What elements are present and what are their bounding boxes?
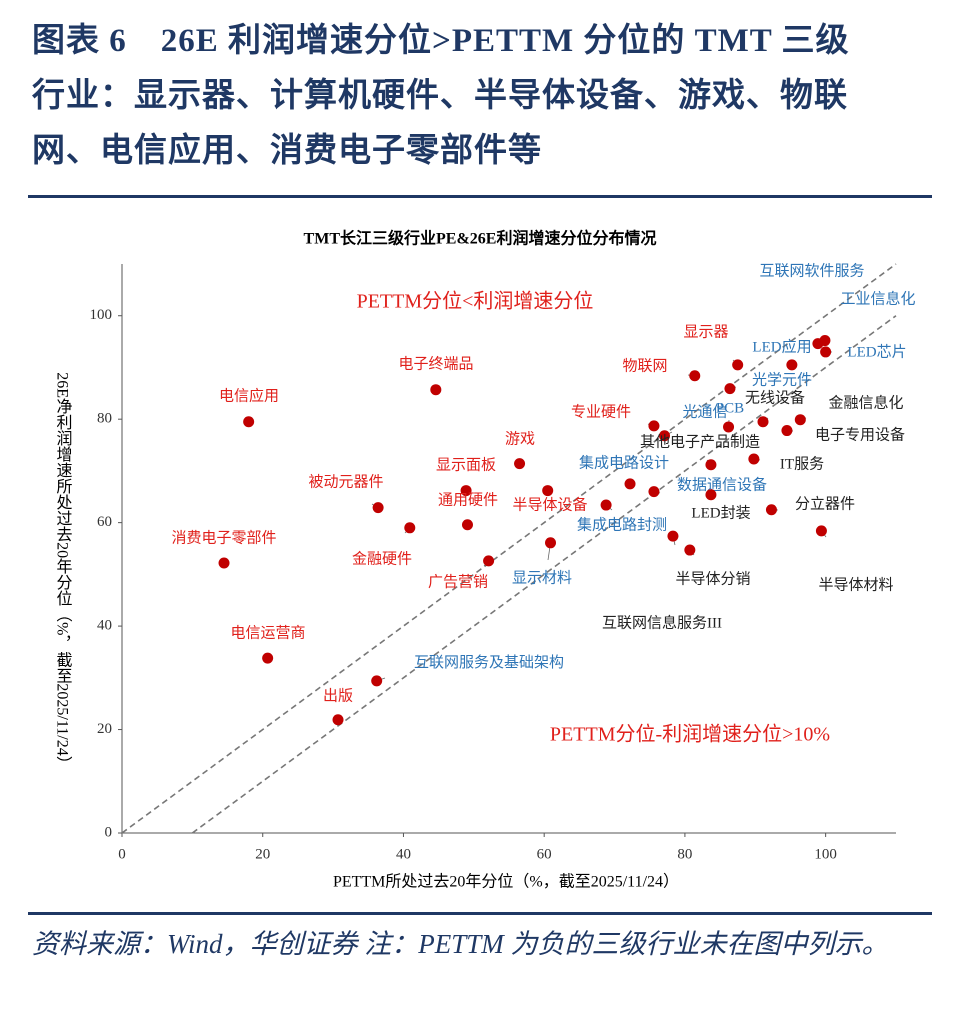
point-label: LED应用 [752,337,811,355]
point-label: 金融信息化 [828,394,903,411]
point-label: IT服务 [780,455,824,472]
point-label: 金融硬件 [352,550,412,567]
point [765,504,777,516]
point [820,346,832,358]
y-tick-label: 20 [97,721,112,737]
x-tick-label: 60 [537,846,552,862]
annotation: PETTM分位-利润增速分位>10% [550,723,830,746]
y-tick-label: 100 [90,307,113,323]
point [786,359,798,371]
point [600,499,612,511]
point-label: 专业硬件 [571,403,631,420]
point-label: 被动元器件 [308,473,383,490]
point-label: 集成电路设计 [579,454,669,471]
point-label: 出版 [323,687,353,704]
point [819,335,831,347]
point [460,485,472,497]
point-label: 物联网 [622,357,667,374]
reference-line [191,315,897,834]
point-label: 广告营销 [428,573,488,590]
y-tick-label: 80 [97,411,112,427]
point [732,359,744,371]
point [689,370,701,382]
point [545,537,557,549]
point-label: 工业信息化 [840,290,915,307]
point-label: 消费电子零部件 [171,529,276,546]
point-label: 光通信 [682,403,727,420]
point [659,430,671,442]
point [262,652,274,664]
point-label: 电子专用设备 [815,426,905,443]
point [372,502,384,514]
point-label: 其他电子产品制造 [640,433,760,450]
point-label-box: 互联网服务及基础架构 [413,655,564,671]
point [748,453,760,465]
x-tick-label: 20 [255,846,270,862]
point-label: LED封装 [691,504,750,521]
point [724,383,736,395]
y-axis-title: 26E净利润增速所处过去20年分位（%，截至2025/11/24） [54,372,73,771]
point [332,714,344,726]
point-label: 互联网信息服务III [602,614,722,631]
point-label: 显示器 [683,324,728,340]
point [542,485,554,497]
point-label: 数据通信设备 [677,476,767,493]
chart-title: TMT长江三级行业PE&26E利润增速分位分布情况 [304,229,657,248]
point [430,384,442,396]
page-title: 图表 6 26E 利润增速分位>PETTM 分位的 TMT 三级行业：显示器、计… [32,23,850,169]
point-label: 光学元件 [752,371,812,388]
x-tick-label: 40 [396,846,411,862]
point [624,478,636,490]
point [648,486,660,498]
point [723,421,735,433]
point-label: 半导体分销 [675,570,750,587]
point [404,522,416,534]
x-tick-label: 100 [814,846,837,862]
point-label: 显示材料 [512,569,572,586]
rule [28,195,932,198]
chart: TMT长江三级行业PE&26E利润增速分位分布情况 PETTM所处过去20年分位… [54,229,916,891]
point-label: LED芯片 [847,343,906,360]
point-label: 电信运营商 [230,624,305,641]
point [514,458,526,470]
x-tick-label: 0 [118,846,126,862]
point-label: PCB [716,400,744,416]
y-tick-label: 40 [97,618,112,634]
point-label: 通用硬件 [438,491,498,508]
y-tick-label: 0 [105,824,113,840]
point-label: 集成电路封测 [577,516,667,533]
point-label: 电子终端品 [398,355,473,372]
point-label: 互联网软件服务 [759,262,864,279]
x-tick-label: 80 [677,846,692,862]
point [461,519,473,531]
annotation: PETTM分位<利润增速分位 [357,290,594,313]
y-tick-label: 60 [97,514,112,530]
point-label: 互联网服务及基础架构 [413,655,564,671]
point [684,544,696,556]
rule [28,912,932,915]
point [794,414,806,426]
point [648,420,660,432]
point [371,675,383,687]
point [243,416,255,428]
point-label: 显示面板 [436,455,496,473]
point-label: 分立器件 [795,495,855,512]
point [483,555,495,567]
point [705,459,717,471]
reference-line [121,263,897,834]
point-label: 半导体设备 [512,496,587,513]
source-note: 资料来源：Wind，华创证券 注：PETTM 为负的三级行业未在图中列示。 [32,929,889,959]
point [757,416,769,428]
point-label: 电信应用 [219,386,279,404]
x-axis-title: PETTM所处过去20年分位（%，截至2025/11/24） [333,873,679,891]
point [781,425,793,437]
point [218,557,230,569]
point-label: 游戏 [505,430,535,447]
point-label: 半导体材料 [818,576,893,593]
point-label: 无线设备 [745,389,805,406]
point [815,525,827,537]
point [705,489,717,501]
point [667,530,679,542]
